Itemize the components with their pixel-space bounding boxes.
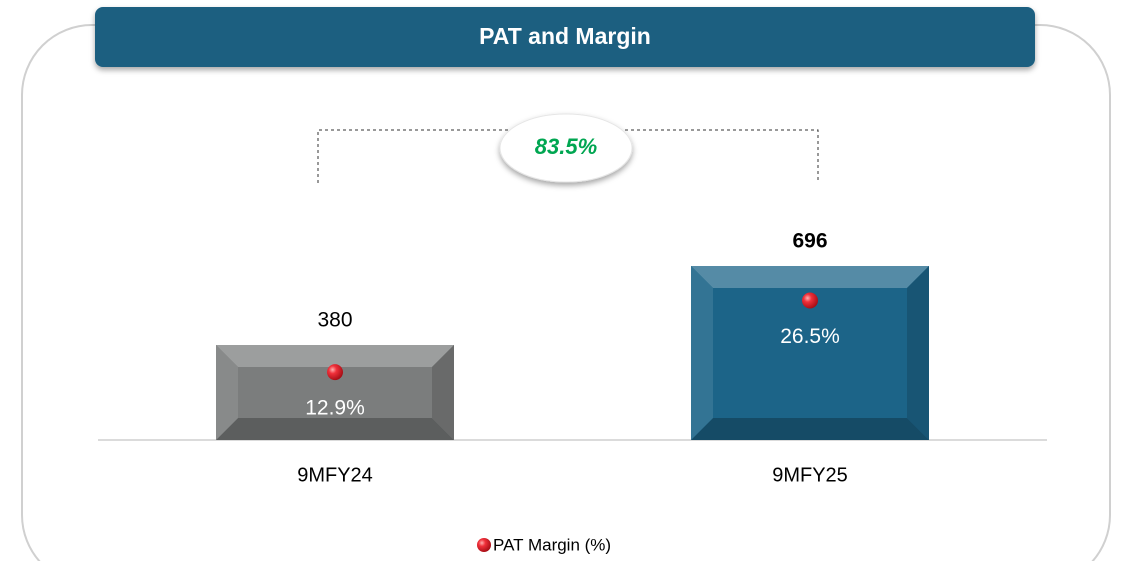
margin-dot xyxy=(802,292,818,309)
bar-bevel xyxy=(691,418,929,440)
margin-label: 26.5% xyxy=(780,325,840,348)
bar-bevel xyxy=(432,345,454,440)
bar-bevel xyxy=(691,266,713,440)
margin-dot xyxy=(327,364,343,381)
bar-bevel xyxy=(907,266,929,440)
bar xyxy=(691,266,929,440)
x-tick-label: 9MFY24 xyxy=(297,464,373,486)
bar-bevel xyxy=(216,345,454,367)
margin-label: 12.9% xyxy=(305,397,365,420)
growth-annotation: 83.5% xyxy=(535,134,597,159)
bar-bevel xyxy=(691,266,929,288)
x-tick-label: 9MFY25 xyxy=(772,464,848,486)
growth-bubble xyxy=(499,113,633,183)
legend-label: PAT Margin (%) xyxy=(493,535,611,554)
bar-value-label: 696 xyxy=(792,230,827,253)
bar-value-label: 380 xyxy=(317,309,352,332)
bar-bevel xyxy=(216,345,238,440)
bar-bevel xyxy=(216,418,454,440)
panel-border xyxy=(21,24,1111,561)
chart-title: PAT and Margin xyxy=(479,23,651,49)
legend-marker xyxy=(477,538,491,552)
title-banner xyxy=(95,7,1035,67)
